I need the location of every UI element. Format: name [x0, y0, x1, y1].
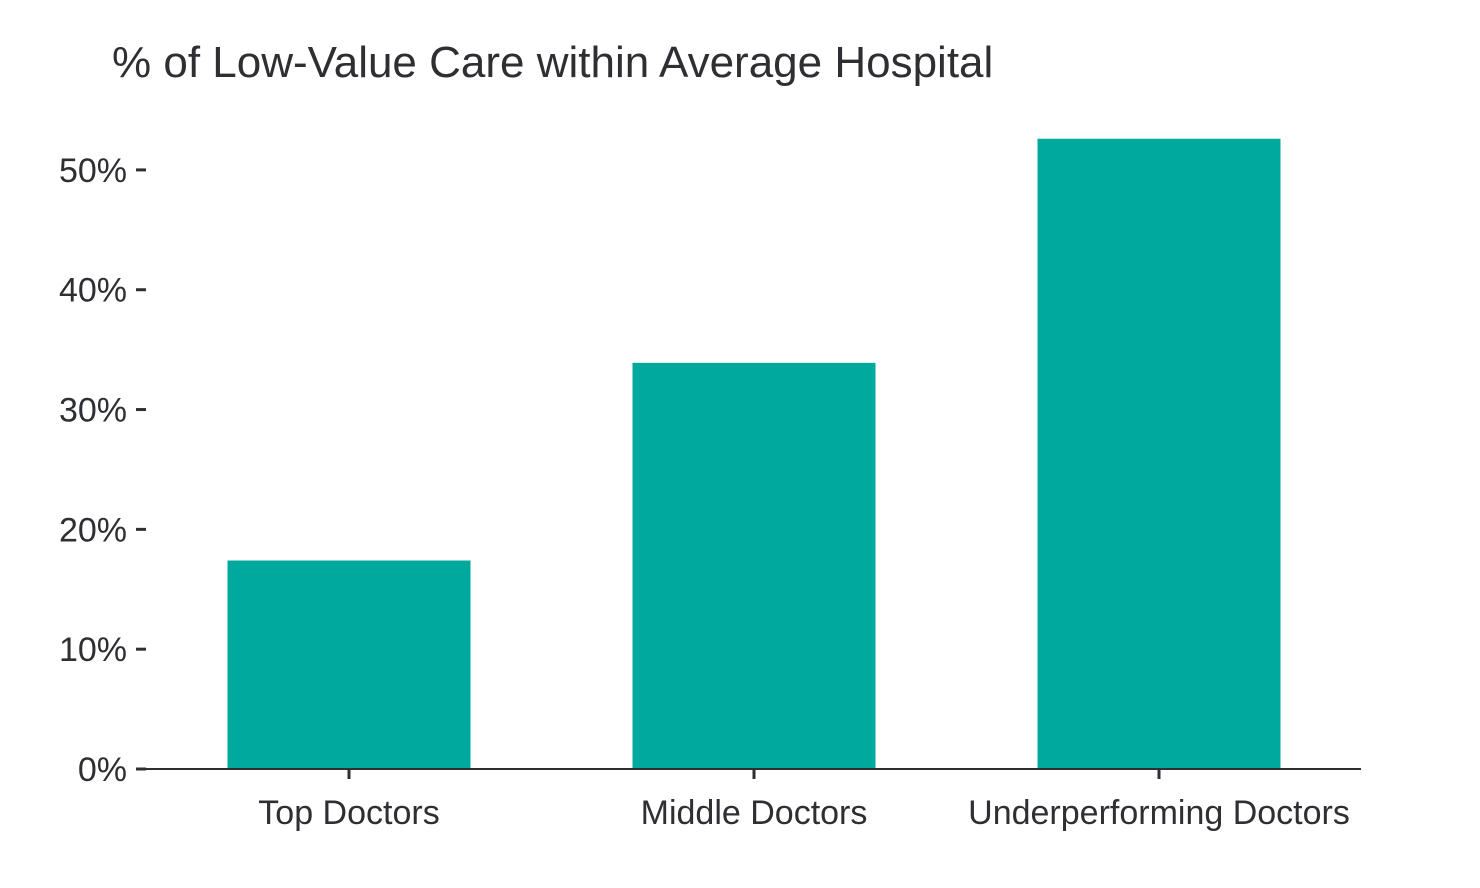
x-tick-label: Middle Doctors: [641, 794, 868, 832]
y-tick-label: 0%: [78, 751, 127, 789]
bar-middle-doctors: [632, 362, 876, 769]
y-tick-label: 40%: [59, 272, 127, 310]
y-axis: 0% 10% 20% 30% 40% 50%: [59, 152, 146, 789]
bar-underperforming-doctors: [1037, 138, 1281, 770]
chart-title: % of Low-Value Care within Average Hospi…: [112, 38, 993, 87]
x-tick-label: Underperforming Doctors: [968, 794, 1350, 832]
x-axis: Top Doctors Middle Doctors Underperforming…: [146, 768, 1361, 832]
x-tick-label: Top Doctors: [258, 794, 439, 832]
y-tick-label: 50%: [59, 152, 127, 190]
y-tick-label: 10%: [59, 631, 127, 669]
bar-top-doctors: [227, 560, 471, 769]
y-tick-label: 30%: [59, 392, 127, 430]
y-tick-label: 20%: [59, 511, 127, 549]
bars: [227, 138, 1281, 770]
